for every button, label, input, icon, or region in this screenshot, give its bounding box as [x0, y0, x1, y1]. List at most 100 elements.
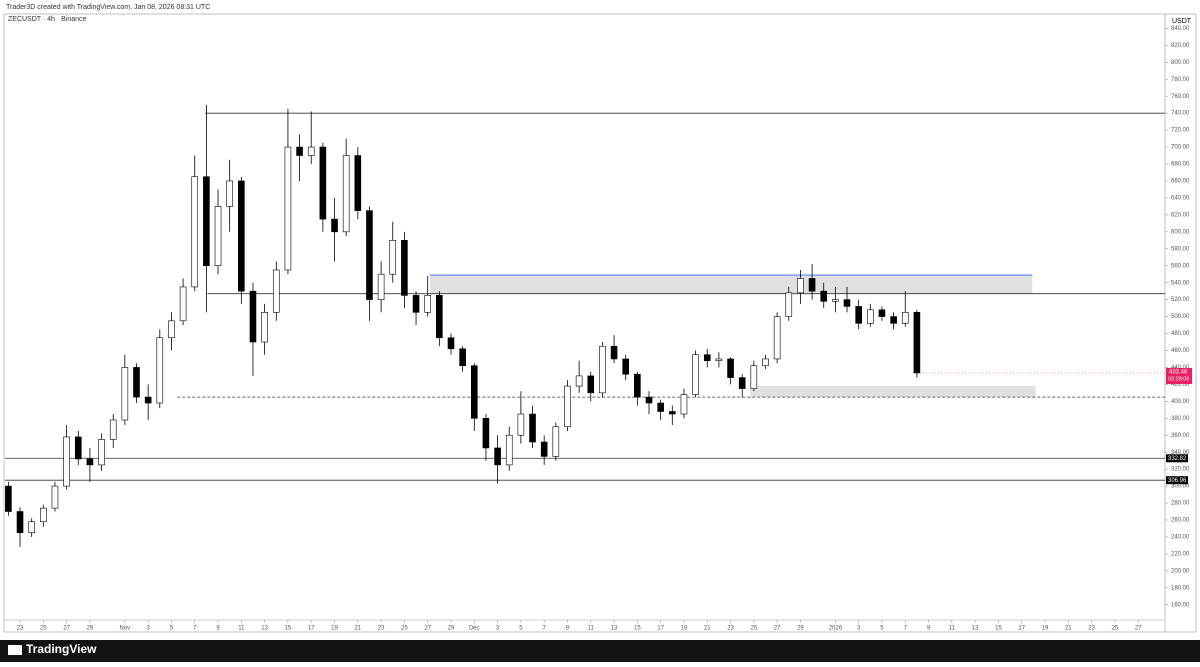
candle-body [517, 413, 525, 436]
candle-body [762, 358, 769, 367]
y-tick-label: 520.00 [1171, 297, 1190, 303]
x-tick-label: 23 [17, 626, 24, 632]
y-tick-label: 740.00 [1171, 111, 1190, 117]
y-tick-label: 500.00 [1171, 314, 1190, 320]
x-tick-label: 25 [401, 626, 408, 632]
candle-body [587, 375, 595, 394]
y-tick-label: 800.00 [1171, 60, 1190, 66]
x-tick-label: 21 [1065, 626, 1072, 632]
x-tick-label: 15 [634, 626, 641, 632]
candle-body [51, 485, 59, 509]
candle-body [505, 434, 513, 466]
x-tick-label: 29 [87, 626, 94, 632]
candle-body [40, 507, 47, 522]
candle-body [168, 320, 175, 339]
candle-body [156, 337, 164, 404]
candle-body [820, 290, 828, 302]
candle-body [832, 299, 839, 302]
candle-body [261, 312, 268, 343]
header: Trader3D created with TradingView.com, J… [6, 4, 210, 11]
x-tick-label: 13 [611, 626, 618, 632]
y-tick-label: 280.00 [1171, 501, 1190, 507]
x-tick-label: 7 [904, 626, 908, 632]
x-tick-label: 29 [797, 626, 804, 632]
candle-body [715, 358, 723, 361]
candle-body [610, 345, 618, 360]
candle-body [342, 155, 350, 233]
candle-body [436, 295, 443, 339]
x-tick-label: 15 [995, 626, 1002, 632]
x-tick-label: 11 [238, 626, 245, 632]
candle-body [307, 146, 315, 156]
y-tick-label: 200.00 [1171, 568, 1190, 574]
x-tick-label: 5 [170, 626, 174, 632]
y-tick-label: 480.00 [1171, 331, 1190, 337]
x-tick-label: 21 [354, 626, 361, 632]
candle-body [703, 354, 711, 361]
x-tick-label: 13 [261, 626, 268, 632]
candle-body [389, 239, 397, 275]
x-tick-label: 27 [63, 626, 70, 632]
y-tick-label: 340.00 [1171, 450, 1190, 456]
y-tick-label: 720.00 [1171, 128, 1190, 134]
y-tick-label: 420.00 [1171, 382, 1190, 388]
candle-body [552, 426, 560, 457]
zone [430, 275, 1033, 294]
x-tick-label: 2026 [829, 626, 843, 632]
candle-body [657, 402, 664, 412]
y-tick-label: 540.00 [1171, 280, 1190, 286]
y-tick-label: 780.00 [1171, 77, 1190, 83]
candle-body [890, 316, 897, 324]
last-price-label: 433.48 [1169, 370, 1188, 376]
candle-body [901, 312, 909, 324]
candle-body [354, 155, 362, 211]
candle-body [191, 176, 199, 288]
x-tick-label: 3 [146, 626, 150, 632]
y-tick-label: 160.00 [1171, 602, 1190, 608]
x-tick-label: 23 [378, 626, 385, 632]
x-tick-label: 21 [704, 626, 711, 632]
logo-mark [8, 645, 22, 655]
candle-body [74, 436, 82, 460]
candle-body [86, 458, 94, 466]
candle-body [179, 286, 187, 322]
candle-body [28, 521, 35, 534]
candle-body [366, 210, 373, 300]
x-tick-label: 11 [949, 626, 956, 632]
x-tick-label: 17 [1018, 626, 1025, 632]
level-tag [1166, 476, 1188, 485]
x-tick-label: 27 [774, 626, 781, 632]
countdown-label: 03:28:06 [1168, 376, 1189, 382]
y-tick-label: 680.00 [1171, 162, 1190, 168]
y-tick-label: 580.00 [1171, 246, 1190, 252]
candle-body [692, 354, 699, 395]
x-tick-label: 29 [448, 626, 455, 632]
x-tick-label: 19 [1042, 626, 1049, 632]
candle-body [482, 417, 490, 449]
candle-body [16, 511, 24, 534]
level-tag-label: 332.82 [1168, 456, 1187, 462]
y-tick-label: 260.00 [1171, 518, 1190, 524]
x-tick-label: 23 [727, 626, 734, 632]
y-tick-label: 220.00 [1171, 551, 1190, 557]
y-tick-label: 600.00 [1171, 229, 1190, 235]
level-tag [1166, 454, 1188, 463]
candle-body [144, 396, 152, 404]
x-tick-label: 23 [1088, 626, 1095, 632]
y-tick-label: 760.00 [1171, 94, 1190, 100]
candle-body [296, 146, 303, 156]
y-tick-label: 640.00 [1171, 195, 1190, 201]
candle-body [773, 316, 781, 360]
x-tick-label: Dec [469, 626, 480, 632]
candle-body [249, 290, 257, 343]
symbol: ZECUSDT · 4h · Binance [8, 16, 87, 23]
x-tick-label: 9 [216, 626, 220, 632]
candle-body [470, 365, 478, 419]
candle-body [843, 299, 851, 307]
candle-body [564, 385, 571, 428]
candle-body [738, 377, 746, 389]
x-tick-label: 25 [750, 626, 757, 632]
y-tick-label: 180.00 [1171, 585, 1190, 591]
candle-body [645, 396, 653, 404]
